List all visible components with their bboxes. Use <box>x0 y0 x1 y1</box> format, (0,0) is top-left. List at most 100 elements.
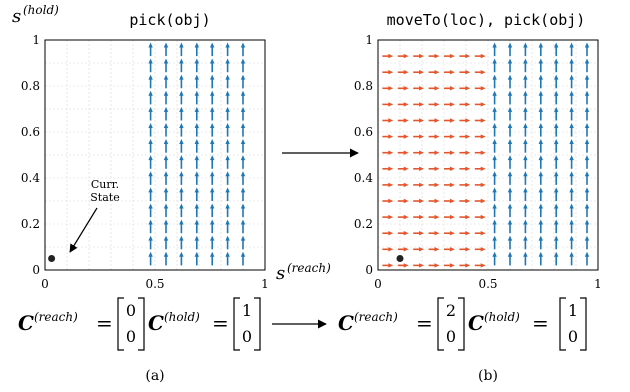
up-arrow-head <box>523 187 528 193</box>
right-arrow-head <box>434 263 440 268</box>
up-arrow-head <box>225 171 230 177</box>
up-arrow-head <box>492 90 497 96</box>
up-arrow-head <box>194 219 199 225</box>
panel-b-y-ticks: 1 0.8 0.6 0.4 0.2 0 <box>354 33 373 277</box>
up-arrow-head <box>538 106 543 112</box>
up-arrow-head <box>194 139 199 145</box>
up-arrow-head <box>492 235 497 241</box>
up-arrow-head <box>194 42 199 48</box>
up-arrow-head <box>179 235 184 241</box>
up-arrow-head <box>507 106 513 112</box>
up-arrow-head <box>179 171 184 177</box>
up-arrow-head <box>194 203 199 209</box>
up-arrow-head <box>538 122 543 128</box>
up-arrow-head <box>538 139 543 145</box>
right-arrow-head <box>419 150 425 155</box>
up-arrow-head <box>523 155 528 161</box>
right-arrow-head <box>388 166 394 171</box>
up-arrow-head <box>163 171 169 177</box>
up-arrow-head <box>240 58 246 64</box>
up-arrow-head <box>538 155 543 161</box>
up-arrow-head <box>148 58 153 64</box>
up-arrow-head <box>554 187 559 193</box>
up-arrow-head <box>523 235 528 241</box>
right-arrow-head <box>403 182 409 188</box>
panel-b-right-arrows <box>382 53 486 268</box>
x-tick-label: 1 <box>261 277 269 291</box>
up-arrow-head <box>554 235 559 241</box>
up-arrow-head <box>163 74 169 80</box>
up-arrow-head <box>194 155 199 161</box>
right-arrow-head <box>465 150 471 155</box>
right-arrow-head <box>388 198 394 204</box>
right-arrow-head <box>449 86 455 91</box>
up-arrow-head <box>179 74 184 80</box>
up-arrow-head <box>240 155 246 161</box>
panel-a-annotation-line2: State <box>90 191 119 204</box>
up-arrow-head <box>584 251 590 257</box>
right-arrow-head <box>403 70 409 75</box>
up-arrow-head <box>523 122 528 128</box>
up-arrow-head <box>179 155 184 161</box>
right-arrow-head <box>434 70 440 75</box>
up-arrow-head <box>523 139 528 145</box>
up-arrow-head <box>584 219 590 225</box>
right-arrow-head <box>419 86 425 91</box>
caption-b: (b) <box>478 368 498 384</box>
up-arrow-head <box>194 187 199 193</box>
up-arrow-head <box>492 171 497 177</box>
up-arrow-head <box>569 171 574 177</box>
up-arrow-head <box>179 58 184 64</box>
up-arrow-head <box>569 106 574 112</box>
equation-a-reach-m2: 0 <box>126 327 136 346</box>
right-arrow-head <box>480 118 486 123</box>
up-arrow-head <box>163 155 169 161</box>
right-arrow-head <box>480 263 486 268</box>
panel-a-annotation-line1: Curr. <box>91 178 119 191</box>
right-arrow-head <box>388 263 394 268</box>
right-arrow-head <box>449 263 455 268</box>
right-arrow-head <box>480 182 486 188</box>
up-arrow-head <box>210 139 215 145</box>
right-arrow-head <box>465 214 471 220</box>
right-arrow-head <box>465 182 471 188</box>
up-arrow-head <box>163 139 169 145</box>
right-arrow-head <box>480 53 486 59</box>
up-arrow-head <box>148 219 153 225</box>
up-arrow-head <box>523 106 528 112</box>
right-arrow-head <box>449 247 455 252</box>
up-arrow-head <box>210 74 215 80</box>
up-arrow-head <box>148 74 153 80</box>
right-arrow-head <box>403 263 409 268</box>
up-arrow-head <box>569 58 574 64</box>
up-arrow-head <box>210 171 215 177</box>
x-tick-label: 0.5 <box>145 277 164 291</box>
panel-a-annotation-arrow <box>69 207 98 253</box>
up-arrow-head <box>194 235 199 241</box>
up-arrow-head <box>148 251 153 257</box>
up-arrow-head <box>538 203 543 209</box>
up-arrow-head <box>507 251 513 257</box>
right-arrow-head <box>434 247 440 252</box>
up-arrow-head <box>584 203 590 209</box>
up-arrow-head <box>210 251 215 257</box>
up-arrow-head <box>210 203 215 209</box>
up-arrow-head <box>163 219 169 225</box>
right-arrow-head <box>480 134 486 139</box>
right-arrow-head <box>480 86 486 91</box>
equation-b-reach-sup: (reach) <box>354 310 398 324</box>
right-arrow-head <box>465 118 471 123</box>
up-arrow-head <box>507 235 513 241</box>
panel-b-up-arrows <box>492 42 590 266</box>
up-arrow-head <box>554 122 559 128</box>
up-arrow-head <box>225 235 230 241</box>
y-tick-label: 0.4 <box>21 171 40 185</box>
y-tick-label: 0.2 <box>21 217 40 231</box>
up-arrow-head <box>554 219 559 225</box>
right-arrow-head <box>419 247 425 252</box>
up-arrow-head <box>523 251 528 257</box>
right-arrow-head <box>480 150 486 155</box>
up-arrow-head <box>163 235 169 241</box>
